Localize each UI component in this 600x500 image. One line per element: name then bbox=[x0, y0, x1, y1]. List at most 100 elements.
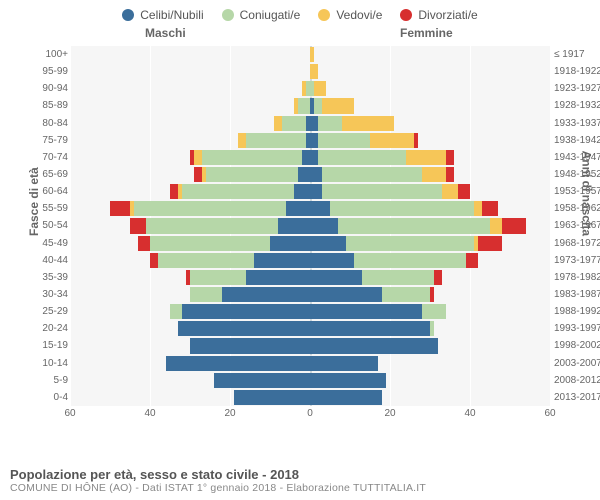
bar-segment bbox=[274, 116, 282, 131]
x-axis: 6040200204060 bbox=[70, 406, 550, 426]
bar-male bbox=[110, 201, 310, 216]
bar-female bbox=[310, 218, 526, 233]
bar-male bbox=[190, 338, 310, 353]
bar-segment bbox=[346, 236, 474, 251]
plot-area: Fasce di età Anni di nascita 100+≤ 19179… bbox=[40, 46, 580, 426]
birth-year-label: 1983-1987 bbox=[554, 289, 600, 300]
birth-year-label: 1933-1937 bbox=[554, 118, 600, 129]
bar-segment bbox=[190, 338, 310, 353]
bar-segment bbox=[310, 133, 318, 148]
bar-male bbox=[138, 236, 310, 251]
age-label: 80-84 bbox=[38, 118, 68, 129]
bar-segment bbox=[234, 390, 310, 405]
bar-segment bbox=[310, 184, 322, 199]
bar-segment bbox=[170, 304, 182, 319]
bar-segment bbox=[310, 356, 378, 371]
bar-segment bbox=[182, 304, 310, 319]
bar-segment bbox=[150, 236, 270, 251]
age-row: 100+≤ 1917 bbox=[70, 46, 550, 63]
birth-year-label: 1923-1927 bbox=[554, 83, 600, 94]
bar-female bbox=[310, 150, 454, 165]
legend-item: Celibi/Nubili bbox=[122, 8, 203, 22]
age-row: 45-491968-1972 bbox=[70, 235, 550, 252]
bar-segment bbox=[310, 47, 314, 62]
bar-segment bbox=[310, 373, 386, 388]
bar-segment bbox=[310, 64, 318, 79]
bar-segment bbox=[170, 184, 178, 199]
x-tick-label: 60 bbox=[64, 408, 75, 419]
bar-female bbox=[310, 373, 386, 388]
bar-segment bbox=[430, 287, 434, 302]
bar-segment bbox=[458, 184, 470, 199]
bar-male bbox=[186, 270, 310, 285]
legend-item: Vedovi/e bbox=[318, 8, 382, 22]
bar-male bbox=[166, 356, 310, 371]
x-tick-label: 40 bbox=[464, 408, 475, 419]
bar-segment bbox=[318, 150, 406, 165]
bar-segment bbox=[194, 167, 202, 182]
bar-segment bbox=[310, 321, 430, 336]
x-tick-label: 0 bbox=[307, 408, 313, 419]
header-male: Maschi bbox=[145, 26, 186, 40]
bar-male bbox=[274, 116, 310, 131]
bar-segment bbox=[182, 184, 294, 199]
bar-segment bbox=[474, 201, 482, 216]
bar-segment bbox=[310, 218, 338, 233]
age-label: 95-99 bbox=[38, 66, 68, 77]
header-female: Femmine bbox=[400, 26, 453, 40]
bar-segment bbox=[322, 184, 442, 199]
age-row: 30-341983-1987 bbox=[70, 286, 550, 303]
bar-segment bbox=[310, 270, 362, 285]
age-label: 100+ bbox=[38, 49, 68, 60]
bar-female bbox=[310, 47, 314, 62]
age-label: 10-14 bbox=[38, 358, 68, 369]
bar-segment bbox=[314, 81, 326, 96]
bar-male bbox=[130, 218, 310, 233]
bar-segment bbox=[222, 287, 310, 302]
birth-year-label: 1928-1932 bbox=[554, 100, 600, 111]
bar-male bbox=[194, 167, 310, 182]
bar-segment bbox=[310, 116, 318, 131]
legend-label: Divorziati/e bbox=[418, 8, 477, 22]
bar-segment bbox=[338, 218, 490, 233]
bar-segment bbox=[146, 218, 278, 233]
age-row: 70-741943-1947 bbox=[70, 149, 550, 166]
bar-segment bbox=[310, 287, 382, 302]
age-label: 35-39 bbox=[38, 272, 68, 283]
age-label: 60-64 bbox=[38, 186, 68, 197]
bar-female bbox=[310, 304, 446, 319]
bar-segment bbox=[310, 304, 422, 319]
bar-segment bbox=[362, 270, 434, 285]
birth-year-label: 1968-1972 bbox=[554, 238, 600, 249]
bar-segment bbox=[354, 253, 466, 268]
legend-swatch bbox=[400, 9, 412, 21]
bar-segment bbox=[134, 201, 286, 216]
bar-segment bbox=[158, 253, 254, 268]
birth-year-label: 1958-1962 bbox=[554, 203, 600, 214]
bar-female bbox=[310, 167, 454, 182]
bar-segment bbox=[322, 167, 422, 182]
bar-male bbox=[238, 133, 310, 148]
bar-female bbox=[310, 270, 442, 285]
bar-female bbox=[310, 390, 382, 405]
bar-segment bbox=[318, 133, 370, 148]
bar-segment bbox=[422, 304, 446, 319]
bar-segment bbox=[314, 98, 322, 113]
age-label: 15-19 bbox=[38, 340, 68, 351]
bar-female bbox=[310, 184, 470, 199]
bar-female bbox=[310, 356, 378, 371]
bar-segment bbox=[150, 253, 158, 268]
gridline bbox=[550, 46, 551, 406]
bar-male bbox=[150, 253, 310, 268]
birth-year-label: 1918-1922 bbox=[554, 66, 600, 77]
birth-year-label: 1963-1967 bbox=[554, 220, 600, 231]
population-pyramid-chart: Celibi/NubiliConiugati/eVedovi/eDivorzia… bbox=[0, 0, 600, 500]
bar-segment bbox=[130, 218, 146, 233]
age-label: 0-4 bbox=[38, 392, 68, 403]
bar-segment bbox=[194, 150, 202, 165]
bar-segment bbox=[490, 218, 502, 233]
bar-male bbox=[234, 390, 310, 405]
legend-swatch bbox=[318, 9, 330, 21]
gender-headers: Maschi Femmine bbox=[0, 26, 600, 46]
bar-female bbox=[310, 81, 326, 96]
